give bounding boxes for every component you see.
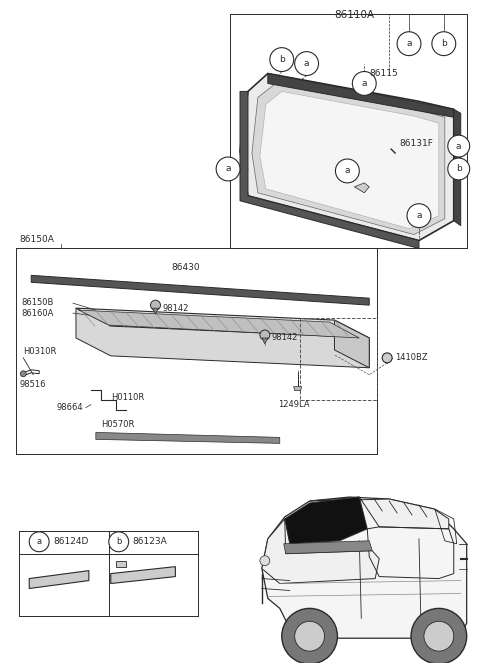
- Text: b: b: [116, 537, 121, 546]
- Polygon shape: [285, 497, 367, 544]
- Circle shape: [260, 556, 270, 566]
- Text: b: b: [279, 55, 285, 64]
- Text: 86150B: 86150B: [21, 298, 54, 307]
- Polygon shape: [31, 275, 369, 305]
- Circle shape: [216, 157, 240, 181]
- Polygon shape: [29, 571, 89, 589]
- Circle shape: [29, 532, 49, 552]
- Circle shape: [432, 32, 456, 56]
- Polygon shape: [76, 308, 369, 338]
- Polygon shape: [268, 74, 454, 117]
- Text: a: a: [36, 537, 42, 546]
- Circle shape: [382, 353, 392, 363]
- Polygon shape: [79, 310, 360, 338]
- Polygon shape: [262, 338, 268, 344]
- Circle shape: [270, 48, 294, 72]
- Text: 98664: 98664: [56, 403, 83, 412]
- Polygon shape: [153, 308, 158, 314]
- Polygon shape: [354, 183, 369, 193]
- Text: H0110R: H0110R: [111, 393, 144, 402]
- Polygon shape: [96, 432, 280, 444]
- Text: 86124D: 86124D: [53, 537, 88, 546]
- Circle shape: [282, 608, 337, 664]
- Polygon shape: [310, 497, 449, 529]
- Text: a: a: [304, 59, 310, 68]
- Text: a: a: [456, 142, 461, 150]
- Polygon shape: [111, 567, 175, 584]
- Text: 86123A: 86123A: [132, 537, 168, 546]
- Text: a: a: [406, 39, 412, 48]
- Circle shape: [448, 158, 469, 180]
- Circle shape: [397, 32, 421, 56]
- Circle shape: [448, 135, 469, 157]
- Polygon shape: [240, 91, 419, 249]
- Text: 1249LA: 1249LA: [278, 400, 310, 409]
- Polygon shape: [454, 109, 461, 225]
- Circle shape: [336, 159, 360, 183]
- Text: 86110A: 86110A: [334, 10, 374, 20]
- Circle shape: [352, 72, 376, 95]
- Text: 86430: 86430: [171, 263, 200, 273]
- Text: 86160A: 86160A: [21, 309, 54, 318]
- Text: 98142: 98142: [272, 333, 298, 342]
- Polygon shape: [262, 497, 467, 638]
- Text: a: a: [416, 211, 422, 220]
- Text: 86150A: 86150A: [19, 235, 54, 243]
- Polygon shape: [252, 83, 445, 235]
- Circle shape: [295, 621, 324, 651]
- Polygon shape: [294, 386, 301, 390]
- Text: 98142: 98142: [162, 304, 189, 313]
- Text: H0310R: H0310R: [23, 347, 57, 356]
- Polygon shape: [262, 519, 379, 584]
- Text: a: a: [225, 164, 231, 174]
- Text: 86115: 86115: [369, 69, 398, 78]
- Text: b: b: [456, 164, 462, 174]
- Polygon shape: [284, 541, 372, 554]
- Circle shape: [424, 621, 454, 651]
- Polygon shape: [335, 320, 369, 368]
- Text: 1410BZ: 1410BZ: [395, 353, 428, 362]
- Polygon shape: [116, 561, 126, 567]
- Circle shape: [260, 330, 270, 340]
- Text: 86131F: 86131F: [399, 138, 433, 148]
- Polygon shape: [260, 91, 439, 229]
- Text: 98516: 98516: [19, 380, 46, 389]
- Circle shape: [109, 532, 129, 552]
- Polygon shape: [240, 74, 454, 241]
- Circle shape: [20, 371, 26, 377]
- Circle shape: [151, 300, 160, 310]
- Circle shape: [407, 203, 431, 227]
- Text: a: a: [361, 79, 367, 88]
- Polygon shape: [76, 308, 369, 368]
- Circle shape: [411, 608, 467, 664]
- Text: H0570R: H0570R: [101, 420, 134, 429]
- Circle shape: [295, 52, 319, 76]
- Text: b: b: [441, 39, 447, 48]
- Text: a: a: [345, 166, 350, 176]
